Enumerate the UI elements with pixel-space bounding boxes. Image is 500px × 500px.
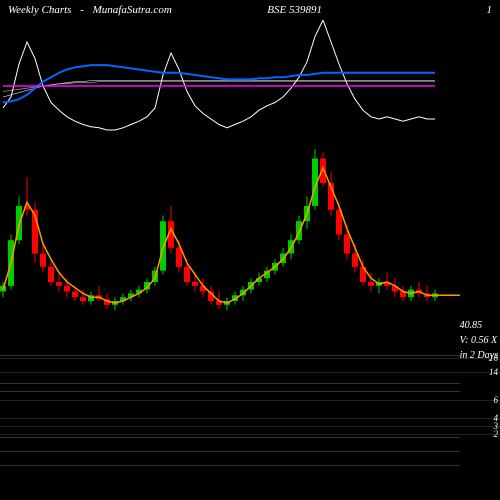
axis-tick: 16 (489, 353, 498, 363)
main-chart-area[interactable] (0, 20, 460, 320)
indicator-panel-5[interactable] (0, 465, 460, 479)
volume-info: V: 0.56 X (460, 335, 498, 346)
chart-title: Weekly Charts (8, 4, 71, 16)
axis-tick: 6 (494, 395, 499, 405)
indicator-panel-0[interactable]: 1614 (0, 355, 460, 383)
indicator-panel-1[interactable] (0, 383, 460, 391)
chart-source: MunafaSutra.com (93, 4, 172, 16)
indicator-panel-3[interactable] (0, 437, 460, 451)
axis-tick: 14 (489, 367, 498, 377)
axis-tick: 2 (494, 429, 499, 439)
indicator-panel-4[interactable] (0, 451, 460, 465)
chart-symbol: BSE 539891 (267, 4, 322, 16)
chart-header: Weekly Charts - MunafaSutra.com BSE 5398… (0, 4, 500, 16)
last-price: 40.85 (460, 320, 498, 331)
page-number: 1 (487, 4, 493, 16)
indicator-panel-2[interactable]: 6432 (0, 391, 460, 437)
